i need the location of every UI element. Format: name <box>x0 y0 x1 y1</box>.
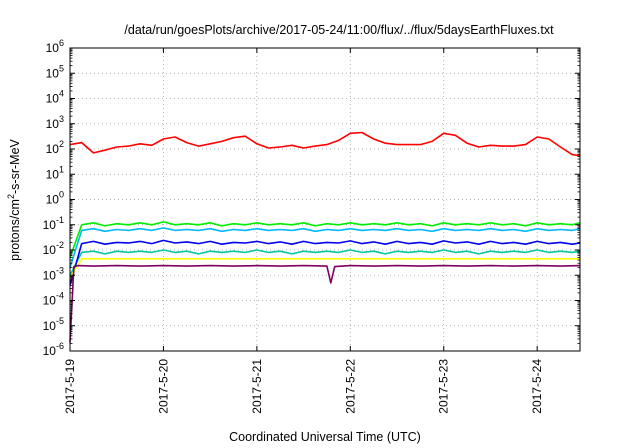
series-line-1 <box>69 131 581 157</box>
x-tick-label: 2017-5-22 <box>343 359 357 414</box>
y-tick-label: 10-6 <box>43 341 64 358</box>
series-layer <box>69 131 581 343</box>
y-tick-label-base: 10 <box>46 142 60 156</box>
y-tick-label: 10-2 <box>43 240 64 257</box>
y-tick-label: 10-5 <box>43 316 64 333</box>
y-tick-label: 101 <box>46 164 64 181</box>
grid-lines <box>69 48 580 351</box>
series-line-5 <box>69 239 581 286</box>
y-tick-label-base: 10 <box>43 243 57 257</box>
x-axis: 2017-5-19 2017-5-20 2017-5-21 2017-5-22 2017… <box>63 48 544 414</box>
y-tick-label-base: 10 <box>43 319 57 333</box>
y-tick-label: 10-4 <box>43 291 64 308</box>
y-tick-label-exponent: 1 <box>59 164 64 174</box>
x-axis-label: Coordinated Universal Time (UTC) <box>229 430 421 444</box>
y-tick-label-exponent: -2 <box>56 240 64 250</box>
y-tick-label: 10-3 <box>43 265 64 282</box>
y-tick-label-exponent: -4 <box>56 291 64 301</box>
y-axis: 10-610-510-410-310-210-11001011021031041… <box>43 38 580 358</box>
series-line-3 <box>69 227 581 268</box>
y-tick-label-exponent: 2 <box>59 139 64 149</box>
x-tick-label: 2017-5-21 <box>250 359 264 414</box>
y-tick-label: 103 <box>46 114 64 131</box>
y-tick-label-exponent: 0 <box>59 190 64 200</box>
x-tick-label: 2017-5-20 <box>156 359 170 414</box>
series-line-4 <box>69 249 581 276</box>
series-line-6 <box>69 257 580 279</box>
x-tick-label: 2017-5-23 <box>437 359 451 414</box>
x-tick-label: 2017-5-24 <box>530 359 544 414</box>
y-tick-label-base: 10 <box>46 167 60 181</box>
y-tick-label: 102 <box>46 139 64 156</box>
series-line-2 <box>69 221 581 258</box>
y-tick-label: 100 <box>46 190 64 207</box>
y-axis-label: protons/cm2-s-sr-MeV <box>6 138 22 260</box>
series-line-7 <box>69 264 581 343</box>
y-tick-label-base: 10 <box>46 92 60 106</box>
y-tick-label: 105 <box>46 63 64 80</box>
y-tick-label-base: 10 <box>43 268 57 282</box>
x-tick-label: 2017-5-19 <box>63 359 77 414</box>
y-tick-label-base: 10 <box>46 66 60 80</box>
y-tick-label-base: 10 <box>43 294 57 308</box>
y-tick-label-exponent: 4 <box>59 89 64 99</box>
y-tick-label-exponent: 5 <box>59 63 64 73</box>
y-tick-label-exponent: -1 <box>56 215 64 225</box>
y-axis-label-rest: -s-sr-MeV <box>8 138 22 194</box>
y-tick-label-base: 10 <box>46 193 60 207</box>
y-axis-label-exponent: 2 <box>6 194 16 199</box>
y-tick-label-exponent: -6 <box>56 341 64 351</box>
y-tick-label-base: 10 <box>43 218 57 232</box>
y-tick-label: 106 <box>46 38 64 55</box>
y-tick-label-base: 10 <box>43 344 57 358</box>
y-tick-label-exponent: 3 <box>59 114 64 124</box>
y-tick-label: 10-1 <box>43 215 64 232</box>
y-tick-label-exponent: 6 <box>59 38 64 48</box>
y-tick-label-exponent: -3 <box>56 265 64 275</box>
y-tick-label-base: 10 <box>46 41 60 55</box>
y-tick-label-base: 10 <box>46 117 60 131</box>
y-axis-label-unit: protons/cm <box>8 199 22 261</box>
chart-title: /data/run/goesPlots/archive/2017-05-24/1… <box>124 23 554 37</box>
y-tick-label-exponent: -5 <box>56 316 64 326</box>
y-tick-label: 104 <box>46 89 64 106</box>
